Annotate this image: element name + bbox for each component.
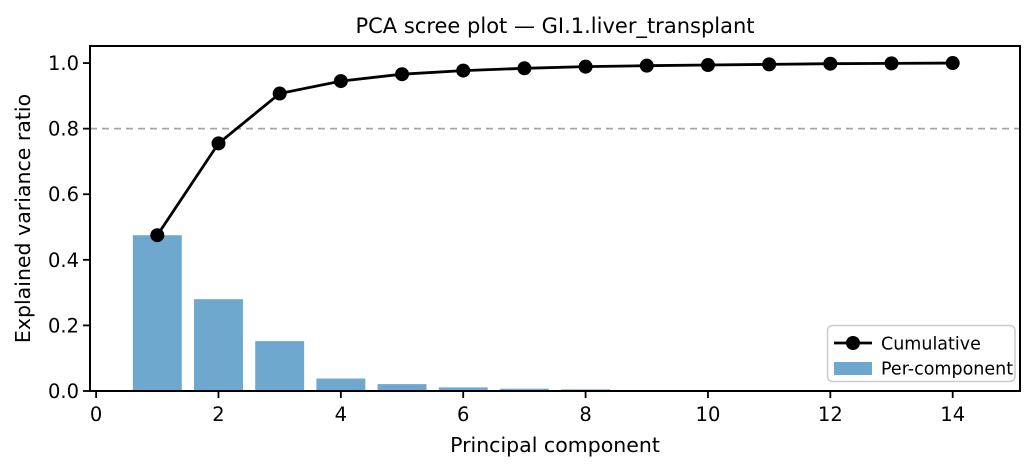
x-tick-label-2: 2 bbox=[212, 403, 224, 426]
legend-box bbox=[826, 324, 1016, 383]
cumulative-point-12 bbox=[823, 56, 838, 71]
legend-marker-sample bbox=[846, 336, 860, 350]
x-tick-label-4: 4 bbox=[335, 403, 347, 426]
cumulative-point-9 bbox=[639, 58, 654, 73]
cumulative-point-2 bbox=[211, 136, 226, 151]
bar-pc-4 bbox=[316, 378, 366, 391]
chart-title: PCA scree plot — GI.1.liver_transplant bbox=[355, 14, 754, 39]
x-tick-label-0: 0 bbox=[90, 403, 102, 426]
y-tick-label-0.4: 0.4 bbox=[48, 249, 79, 272]
legend-label-per-component: Per-component bbox=[881, 360, 1013, 380]
bar-pc-7 bbox=[499, 388, 549, 391]
y-tick-label-0.8: 0.8 bbox=[48, 118, 79, 141]
plot-area: 0 2 4 6 8 10 12 14 0.0 0.2 0.4 0.6 0.8 1.0 Cumulative P… bbox=[48, 45, 1021, 426]
bar-pc-3 bbox=[255, 341, 305, 391]
x-axis-label: Principal component bbox=[450, 433, 660, 457]
cumulative-line bbox=[156, 61, 953, 237]
x-tick-label-10: 10 bbox=[696, 403, 721, 426]
x-tick-label-12: 12 bbox=[818, 403, 843, 426]
y-axis-label: Explained variance ratio bbox=[11, 94, 35, 343]
bar-pc-1 bbox=[132, 235, 182, 391]
y-tick-label-1: 1.0 bbox=[48, 52, 79, 75]
legend-patch-sample bbox=[834, 362, 872, 375]
y-tick-label-0: 0.0 bbox=[48, 380, 79, 403]
legend-label-cumulative: Cumulative bbox=[881, 335, 981, 355]
cumulative-point-4 bbox=[333, 74, 348, 89]
bar-pc-5 bbox=[377, 384, 427, 391]
cumulative-point-10 bbox=[700, 58, 715, 73]
cumulative-point-8 bbox=[578, 59, 593, 74]
x-tick-label-8: 8 bbox=[579, 403, 591, 426]
cumulative-point-13 bbox=[884, 56, 899, 71]
y-tick-label-0.2: 0.2 bbox=[48, 314, 79, 337]
cumulative-point-5 bbox=[395, 67, 410, 82]
bar-pc-6 bbox=[438, 387, 488, 391]
cumulative-point-11 bbox=[762, 57, 777, 72]
cumulative-point-6 bbox=[456, 63, 471, 78]
x-tick-label-14: 14 bbox=[940, 403, 965, 426]
cumulative-point-1 bbox=[150, 228, 165, 243]
y-tick-label-0.6: 0.6 bbox=[48, 183, 79, 206]
x-tick-label-6: 6 bbox=[457, 403, 469, 426]
cumulative-point-3 bbox=[272, 86, 287, 101]
bar-pc-2 bbox=[194, 299, 243, 391]
cumulative-point-7 bbox=[517, 61, 532, 76]
cumulative-point-14 bbox=[945, 56, 960, 71]
axes-frame bbox=[89, 45, 1021, 392]
